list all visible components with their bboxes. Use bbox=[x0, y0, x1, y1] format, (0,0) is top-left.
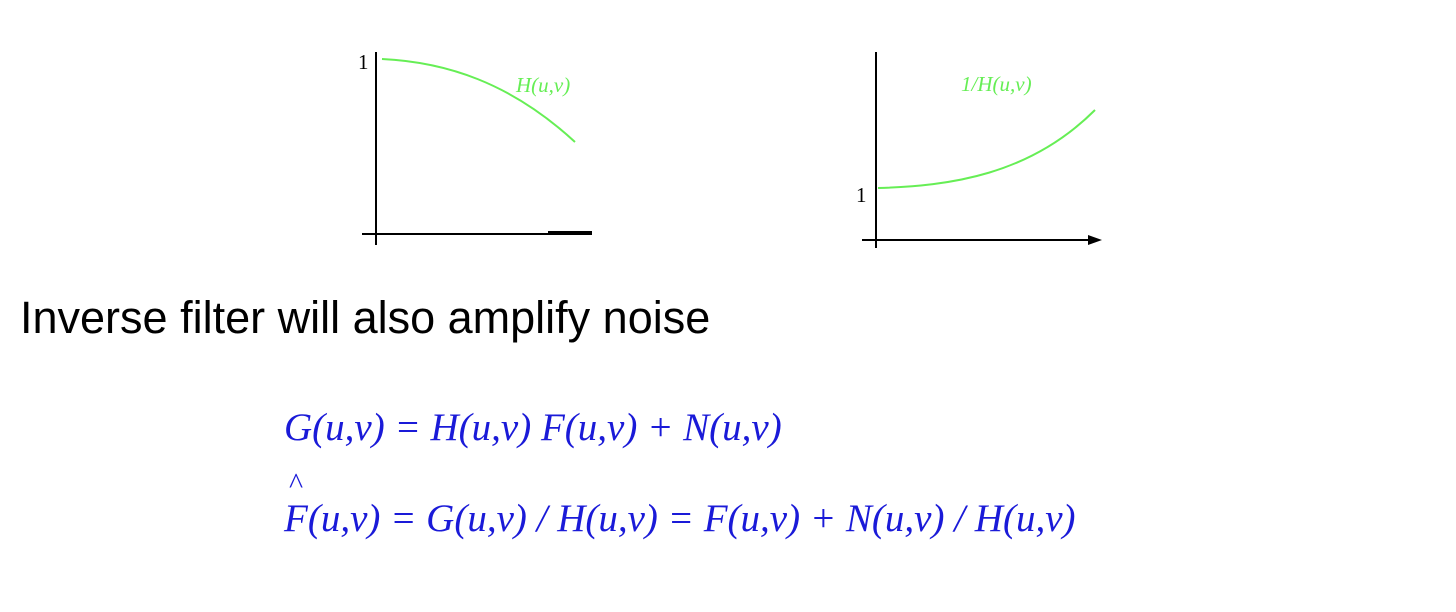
inverse-filter-equation: ^ F (u,v) = G(u,v) / H(u,v) = F(u,v) + N… bbox=[284, 469, 1076, 543]
inverse-h-plot: 1 1/H(u,v) bbox=[856, 52, 1102, 248]
inverse-h-curve-label: 1/H(u,v) bbox=[961, 72, 1032, 96]
f-hat-letter: F bbox=[284, 497, 308, 540]
h-curve bbox=[381, 58, 576, 143]
inverse-filter-equation-rest: (u,v) = G(u,v) / H(u,v) = F(u,v) + N(u,v… bbox=[307, 497, 1076, 540]
h-plot: 1 H(u,v) bbox=[358, 50, 592, 245]
hat-accent: ^ bbox=[289, 467, 304, 500]
inverse-h-plot-y-tick-label: 1 bbox=[856, 183, 867, 207]
h-curve-label: H(u,v) bbox=[515, 73, 570, 97]
inverse-h-curve bbox=[877, 109, 1096, 189]
inverse-h-plot-x-axis-arrow bbox=[1088, 235, 1102, 245]
f-hat-symbol: ^ F bbox=[284, 469, 308, 543]
degradation-equation: G(u,v) = H(u,v) F(u,v) + N(u,v) bbox=[284, 406, 782, 449]
h-plot-y-tick-label: 1 bbox=[358, 50, 369, 74]
slide-heading: Inverse filter will also amplify noise bbox=[20, 292, 711, 343]
